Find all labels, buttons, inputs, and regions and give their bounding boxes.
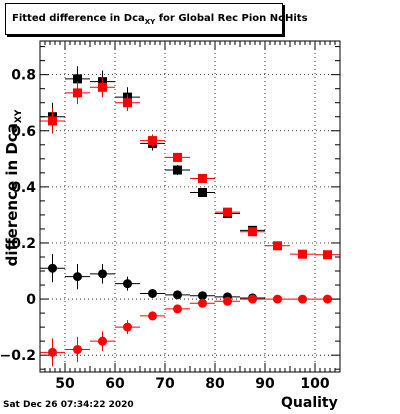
data-point <box>48 116 57 126</box>
data-point <box>73 272 82 282</box>
data-point <box>148 136 157 146</box>
data-point <box>298 294 307 304</box>
data-point <box>198 187 207 197</box>
data-point <box>273 241 282 251</box>
data-point <box>198 173 207 183</box>
data-point <box>98 82 107 92</box>
title-box: Fitted difference in DcaXY for Global Re… <box>5 3 308 35</box>
y-tick-label: 0 <box>26 292 36 308</box>
data-point <box>123 322 132 332</box>
x-tick-label: 80 <box>205 376 225 392</box>
data-point <box>148 311 157 321</box>
data-point <box>98 336 107 346</box>
data-point <box>73 345 82 355</box>
x-tick-label: 100 <box>300 376 329 392</box>
y-tick-label: 0.6 <box>11 124 36 140</box>
y-tick-label: 0.8 <box>11 68 36 84</box>
y-tick-label: −0.2 <box>0 348 36 364</box>
data-point <box>73 88 82 98</box>
series-2 <box>40 254 265 303</box>
series-1 <box>40 77 340 260</box>
y-tick-label: 0.4 <box>11 180 36 196</box>
grid-lines <box>40 41 340 372</box>
data-point <box>248 294 257 304</box>
data-point <box>298 249 307 259</box>
data-point <box>198 298 207 308</box>
data-point <box>248 227 257 237</box>
data-point <box>148 288 157 298</box>
data-point <box>173 290 182 300</box>
data-point <box>223 296 232 306</box>
data-marks <box>40 66 340 367</box>
y-tick-label: 0.2 <box>11 236 36 252</box>
y-axis-label: difference in DcaXY <box>3 109 24 266</box>
x-tick-label: 50 <box>55 376 75 392</box>
data-point <box>223 207 232 217</box>
data-point <box>48 347 57 357</box>
data-point <box>73 74 82 84</box>
x-tick-label: 70 <box>155 376 175 392</box>
chart-title: Fitted difference in DcaXY for Global Re… <box>12 13 308 26</box>
x-tick-label: 60 <box>105 376 125 392</box>
data-point <box>173 304 182 314</box>
x-tick-label: 90 <box>255 376 275 392</box>
data-point <box>173 165 182 175</box>
data-point <box>323 250 332 260</box>
timestamp: Sat Dec 26 07:34:22 2020 <box>3 400 134 410</box>
data-point <box>273 294 282 304</box>
data-point <box>123 98 132 108</box>
data-point <box>173 152 182 162</box>
x-axis-label: Quality <box>281 395 338 411</box>
plot-frame <box>39 40 341 373</box>
data-point <box>98 269 107 279</box>
data-point <box>323 294 332 304</box>
axes: 50 60 70 80 90 100 −0.2 0 0.2 0.4 0.6 0.8 <box>0 41 341 392</box>
data-point <box>198 291 207 301</box>
data-point <box>48 263 57 273</box>
data-point <box>123 279 132 289</box>
series-3 <box>40 294 340 367</box>
